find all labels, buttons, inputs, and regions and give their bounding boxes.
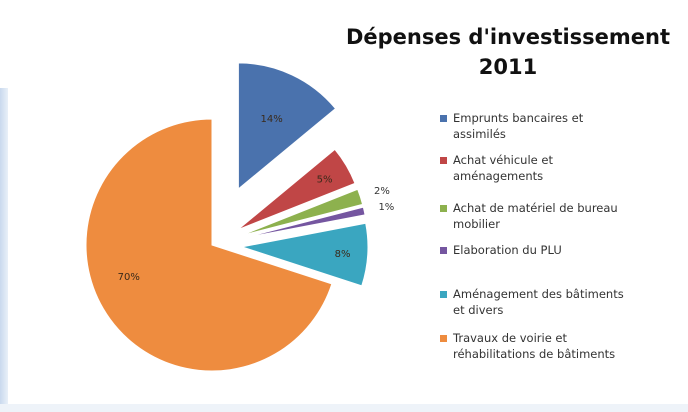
legend-swatch-1: [440, 157, 447, 164]
pie-slice-3: [241, 206, 366, 239]
pie-slice-5: [85, 118, 333, 372]
pie-slice-2: [240, 188, 364, 237]
legend-label-4: Aménagement des bâtiments et divers: [453, 287, 624, 317]
legend-label-3: Elaboration du PLU: [453, 243, 562, 257]
legend-label-1: Achat véhicule et aménagements: [453, 153, 553, 183]
chart-title-line-1: Dépenses d'investissement: [345, 25, 671, 49]
pie-slice-4: [241, 222, 369, 287]
data-label-0: 14%: [261, 114, 283, 125]
data-label-2: 2%: [374, 186, 390, 197]
legend-label-5: Travaux de voirie et réhabilitations de b…: [453, 331, 616, 361]
pie-slice-1: [237, 148, 356, 231]
data-label-4: 8%: [335, 249, 351, 260]
pie-slice-0: [237, 62, 337, 190]
chart-title-line-2: 2011: [478, 55, 538, 79]
legend-swatch-0: [440, 115, 447, 122]
frame-left-edge: [0, 88, 8, 412]
data-label-3: 1%: [378, 202, 394, 213]
legend-swatch-5: [440, 335, 447, 342]
legend-label-2: Achat de matériel de bureau mobilier: [453, 201, 618, 231]
data-label-1: 5%: [317, 174, 333, 185]
frame-bottom-edge: [0, 404, 688, 412]
data-label-5: 70%: [118, 272, 140, 283]
legend-label-0: Emprunts bancaires et assimilés: [453, 111, 584, 141]
legend-swatch-3: [440, 247, 447, 254]
legend-swatch-4: [440, 291, 447, 298]
chart-title: Dépenses d'investissement 2011: [340, 22, 676, 82]
legend-swatch-2: [440, 205, 447, 212]
